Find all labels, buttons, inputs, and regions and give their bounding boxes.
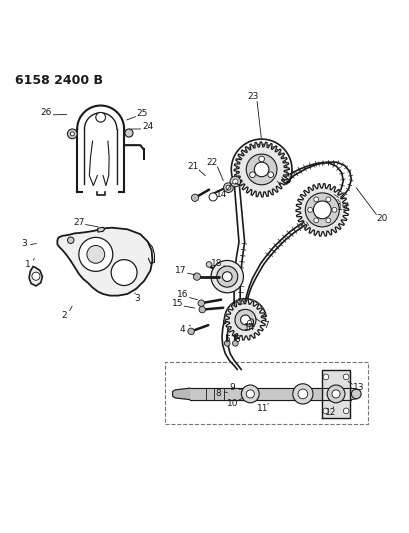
Text: 9: 9 [229, 383, 235, 392]
Circle shape [87, 246, 104, 263]
Text: 1: 1 [25, 260, 31, 269]
Circle shape [331, 390, 339, 398]
Circle shape [216, 266, 237, 287]
Text: 19: 19 [336, 204, 347, 212]
Polygon shape [234, 142, 288, 197]
Circle shape [245, 318, 253, 326]
Polygon shape [57, 228, 152, 296]
Text: 2: 2 [61, 311, 67, 319]
Circle shape [254, 162, 268, 177]
Circle shape [209, 193, 217, 201]
Circle shape [325, 197, 330, 202]
Circle shape [325, 218, 330, 223]
Polygon shape [98, 227, 104, 232]
Circle shape [198, 300, 204, 306]
Text: 22: 22 [206, 158, 217, 167]
Circle shape [224, 341, 229, 346]
Circle shape [229, 176, 240, 187]
Circle shape [187, 328, 194, 335]
Circle shape [351, 389, 360, 399]
Circle shape [222, 272, 231, 281]
Text: 25: 25 [136, 109, 148, 118]
Circle shape [79, 237, 112, 271]
Text: 10: 10 [226, 399, 238, 408]
Circle shape [322, 408, 328, 414]
Polygon shape [321, 369, 349, 418]
Text: 6: 6 [234, 335, 240, 344]
Text: 21: 21 [187, 161, 198, 171]
Text: 26: 26 [40, 108, 52, 117]
Circle shape [241, 385, 258, 403]
Circle shape [313, 218, 318, 223]
Text: 20: 20 [375, 214, 387, 223]
Text: 3: 3 [21, 239, 27, 247]
Circle shape [307, 207, 312, 212]
Circle shape [313, 197, 318, 202]
Circle shape [191, 194, 198, 201]
Circle shape [193, 273, 200, 280]
Text: 14: 14 [243, 322, 254, 332]
Text: 15: 15 [171, 299, 183, 308]
Circle shape [267, 172, 273, 177]
Circle shape [96, 112, 105, 122]
Text: 12: 12 [324, 408, 335, 417]
Polygon shape [295, 184, 348, 236]
Circle shape [198, 306, 205, 313]
Circle shape [322, 374, 328, 379]
Circle shape [312, 201, 330, 219]
Text: 6158 2400 B: 6158 2400 B [15, 75, 103, 87]
Circle shape [223, 183, 233, 192]
Text: 24: 24 [142, 123, 153, 132]
Circle shape [342, 374, 348, 379]
Circle shape [234, 309, 255, 330]
Circle shape [292, 384, 312, 404]
Circle shape [342, 408, 348, 414]
Circle shape [125, 129, 133, 137]
Circle shape [206, 262, 211, 268]
Circle shape [70, 132, 74, 136]
Polygon shape [186, 388, 189, 400]
Text: 4: 4 [180, 325, 185, 334]
Text: 17: 17 [175, 266, 186, 275]
Circle shape [249, 172, 255, 177]
Text: 7: 7 [263, 321, 269, 329]
Text: 16: 16 [177, 290, 188, 300]
Circle shape [32, 272, 40, 280]
Circle shape [331, 207, 336, 212]
Circle shape [297, 389, 307, 399]
Text: 3: 3 [134, 294, 139, 303]
Circle shape [305, 193, 339, 227]
Circle shape [247, 320, 251, 325]
Circle shape [67, 129, 77, 139]
Polygon shape [225, 300, 265, 340]
Text: 23: 23 [247, 92, 258, 101]
Text: 11: 11 [256, 405, 267, 414]
Circle shape [232, 341, 238, 346]
Circle shape [232, 179, 237, 184]
Circle shape [111, 260, 137, 286]
Circle shape [211, 261, 243, 293]
Polygon shape [29, 266, 42, 286]
Circle shape [246, 390, 254, 398]
Polygon shape [172, 388, 189, 400]
Circle shape [240, 315, 249, 325]
Text: 18: 18 [211, 259, 222, 268]
Text: 13: 13 [352, 383, 364, 392]
Text: 8: 8 [215, 390, 220, 398]
Text: 27: 27 [73, 217, 84, 227]
Circle shape [258, 156, 264, 161]
Circle shape [225, 185, 230, 190]
Text: 14: 14 [215, 190, 226, 199]
Text: 5: 5 [224, 335, 230, 344]
Circle shape [67, 237, 74, 244]
Circle shape [326, 385, 344, 403]
Circle shape [246, 154, 276, 185]
